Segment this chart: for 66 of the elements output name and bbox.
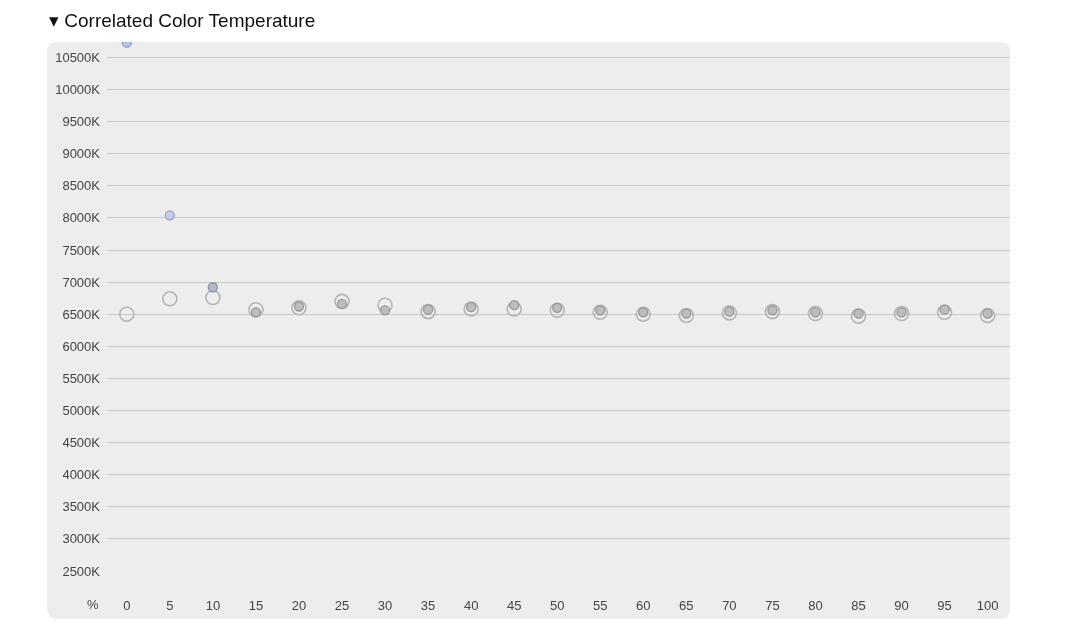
x-tick-label: 60 [636, 598, 651, 613]
x-tick-label: 25 [334, 598, 350, 613]
x-tick-label: 30 [377, 598, 393, 613]
x-tick-label: 80 [808, 598, 823, 613]
point [334, 293, 350, 310]
x-tick-label: 35 [420, 598, 436, 613]
y-tick-label: 4500K [62, 435, 101, 451]
x-tick-label: 40 [463, 598, 479, 613]
point [678, 307, 695, 324]
point [207, 282, 219, 293]
y-tick-label: 7500K [62, 242, 101, 258]
y-tick-label: 8500K [62, 178, 101, 194]
point [764, 303, 781, 320]
point [379, 305, 391, 316]
point [936, 304, 953, 321]
point [592, 304, 609, 321]
y-tick-label: 6000K [62, 338, 101, 354]
y-tick-label: 4000K [62, 467, 101, 483]
y-tick-label: 8000K [62, 210, 101, 226]
point [807, 305, 824, 322]
y-tick-label: 10000K [55, 82, 101, 98]
point [291, 299, 307, 316]
point [293, 301, 305, 312]
x-tick-label: 95 [937, 598, 952, 613]
x-tick-label: 75 [765, 598, 780, 613]
point [162, 291, 178, 307]
point [463, 301, 479, 317]
y-tick-label: 9500K [62, 114, 101, 130]
point [248, 301, 264, 318]
point [506, 301, 522, 317]
point [205, 289, 221, 306]
x-tick-label: 15 [248, 598, 264, 613]
point [893, 305, 910, 322]
y-tick-label: 3500K [62, 499, 101, 515]
x-tick-label: 85 [851, 598, 866, 613]
x-tick-label: 5 [166, 598, 174, 613]
x-tick-label: 45 [506, 598, 522, 613]
x-tick-label: 50 [549, 598, 565, 613]
point [465, 301, 477, 313]
x-tick-label: 20 [291, 598, 307, 613]
chart-title: ▾ Correlated Color Temperature [49, 9, 316, 31]
point [721, 305, 738, 321]
y-tick-label: 9000K [62, 146, 101, 162]
point [119, 306, 135, 322]
point [164, 210, 175, 221]
point [420, 303, 436, 320]
point [850, 308, 867, 324]
x-tick-label: 10 [205, 598, 221, 613]
x-axis-title: % [87, 597, 99, 612]
y-tick-label: 2500K [62, 563, 101, 579]
y-tick-label: 5000K [62, 403, 101, 419]
point [250, 307, 262, 318]
y-tick-label: 7000K [62, 274, 101, 290]
x-tick-label: 100 [976, 598, 999, 613]
y-tick-label: 6500K [62, 306, 101, 322]
x-tick-label: 55 [593, 598, 608, 613]
point [549, 302, 566, 319]
y-tick-label: 3000K [62, 531, 101, 547]
x-tick-label: 0 [123, 598, 131, 613]
point [635, 306, 652, 322]
y-tick-label: 5500K [62, 370, 101, 386]
y-tick-label: 10500K [55, 49, 101, 65]
point [979, 307, 996, 324]
x-tick-label: 90 [894, 598, 909, 613]
x-tick-label: 65 [679, 598, 694, 613]
x-tick-label: 70 [722, 598, 737, 613]
